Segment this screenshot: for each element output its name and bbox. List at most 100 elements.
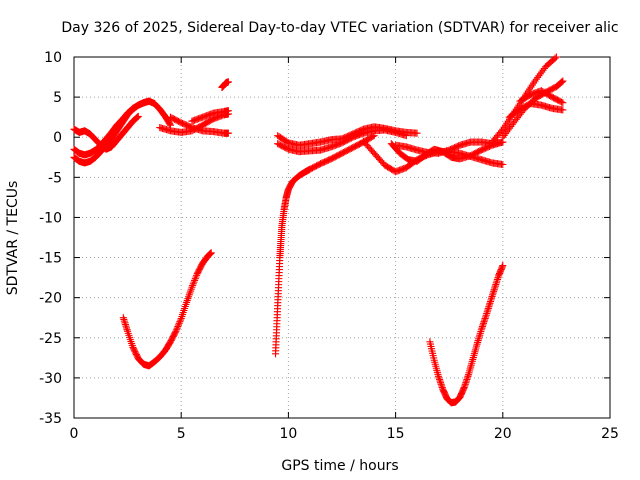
data-point bbox=[347, 144, 355, 152]
x-tick-label: 0 bbox=[70, 426, 79, 442]
data-point bbox=[185, 122, 193, 130]
data-point bbox=[555, 97, 563, 105]
data-point bbox=[551, 94, 559, 103]
data-point bbox=[547, 85, 555, 94]
data-point bbox=[224, 78, 232, 86]
data-point bbox=[130, 346, 138, 354]
data-point bbox=[283, 145, 291, 153]
data-point bbox=[176, 118, 184, 126]
data-point bbox=[195, 266, 203, 274]
data-point bbox=[413, 129, 421, 137]
data-point bbox=[130, 345, 138, 353]
data-point bbox=[451, 144, 459, 152]
y-tick-label: -25 bbox=[39, 331, 62, 347]
data-point bbox=[548, 93, 556, 101]
series-arc-midmorning-b bbox=[166, 113, 232, 137]
x-tick-label: 5 bbox=[177, 426, 186, 442]
series-arc-evening-d bbox=[516, 87, 567, 107]
data-point bbox=[333, 152, 341, 160]
data-point bbox=[341, 148, 349, 156]
data-point bbox=[180, 120, 188, 128]
x-tick-labels: 0 5 10 15 20 25 bbox=[70, 426, 619, 442]
plot-frame bbox=[73, 56, 611, 419]
data-point bbox=[327, 155, 335, 163]
data-point bbox=[548, 85, 556, 93]
data-point bbox=[317, 160, 325, 168]
data-point bbox=[196, 264, 204, 272]
data-point bbox=[445, 146, 453, 154]
data-point bbox=[308, 164, 317, 172]
data-point bbox=[166, 113, 175, 121]
data-point bbox=[349, 144, 357, 152]
data-point bbox=[132, 350, 140, 358]
axis-ticks bbox=[73, 56, 611, 419]
series-arc-evening-a bbox=[488, 53, 560, 146]
chart-title: Day 326 of 2025, Sidereal Day-to-day VTE… bbox=[61, 20, 618, 36]
data-point bbox=[321, 158, 329, 166]
data-point bbox=[207, 249, 215, 257]
data-point bbox=[339, 149, 347, 157]
data-point bbox=[171, 329, 179, 337]
data-point bbox=[452, 143, 460, 151]
series-arc-afternoon-dip bbox=[426, 262, 507, 407]
data-point bbox=[378, 158, 386, 166]
data-point bbox=[170, 115, 179, 123]
data-point bbox=[131, 348, 139, 356]
data-point bbox=[319, 158, 327, 167]
data-point bbox=[168, 335, 176, 343]
data-point bbox=[558, 78, 566, 86]
data-point bbox=[446, 145, 455, 154]
series-arc-steep-rise bbox=[271, 132, 378, 358]
data-point bbox=[278, 142, 286, 150]
series-arc-midday-b bbox=[274, 126, 410, 156]
data-point bbox=[551, 54, 559, 62]
data-point bbox=[559, 106, 567, 114]
data-point bbox=[338, 139, 346, 147]
data-point bbox=[323, 157, 331, 165]
data-point bbox=[521, 102, 529, 110]
data-point bbox=[351, 142, 359, 150]
data-point bbox=[448, 145, 456, 153]
data-point bbox=[350, 143, 358, 151]
data-point bbox=[311, 162, 319, 171]
data-point bbox=[346, 135, 354, 143]
data-point bbox=[312, 162, 321, 170]
data-point bbox=[346, 145, 354, 153]
data-point bbox=[342, 147, 350, 155]
data-point bbox=[373, 152, 381, 160]
data-point bbox=[339, 138, 347, 146]
data-point bbox=[552, 53, 560, 61]
data-point bbox=[330, 153, 338, 162]
data-point bbox=[345, 135, 353, 143]
data-point bbox=[197, 263, 205, 271]
y-tick-label: -20 bbox=[39, 291, 62, 307]
data-point bbox=[187, 123, 195, 131]
data-point bbox=[343, 146, 351, 155]
data-point bbox=[274, 140, 282, 148]
data-point bbox=[325, 156, 333, 164]
data-point bbox=[178, 119, 187, 127]
y-tick-label: -35 bbox=[39, 411, 62, 427]
data-point bbox=[475, 147, 483, 156]
data-point bbox=[166, 338, 175, 346]
series-arc-evening-c bbox=[505, 99, 567, 121]
data-point bbox=[184, 122, 192, 130]
data-point bbox=[306, 165, 314, 173]
data-point bbox=[329, 154, 337, 162]
data-marks bbox=[70, 53, 567, 407]
data-point bbox=[168, 114, 176, 122]
data-point bbox=[338, 149, 346, 157]
data-point bbox=[326, 155, 334, 164]
data-point bbox=[472, 149, 480, 157]
data-point bbox=[371, 151, 380, 159]
data-point bbox=[552, 95, 560, 103]
data-point bbox=[167, 336, 175, 345]
series-arc-short-high bbox=[218, 78, 232, 92]
y-axis-label: SDTVAR / TECUs bbox=[5, 181, 21, 296]
y-tick-label: -15 bbox=[39, 251, 62, 267]
data-point bbox=[169, 333, 177, 341]
data-point bbox=[134, 112, 142, 120]
data-point bbox=[355, 140, 363, 148]
data-point bbox=[145, 97, 153, 105]
